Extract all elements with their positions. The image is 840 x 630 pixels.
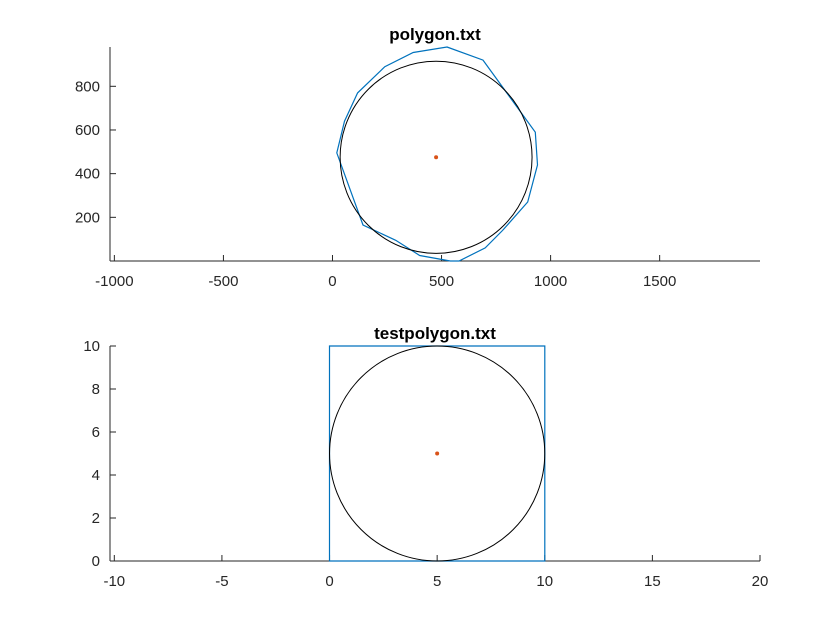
x-tick-label: -10 [103,573,125,590]
y-tick-label: 10 [83,338,100,355]
chart-title: polygon.txt [389,25,481,44]
x-tick-label: 15 [644,573,661,590]
inscribed-circle [339,60,533,254]
y-tick-label: 200 [75,209,100,226]
y-tick-label: 600 [75,122,100,139]
x-tick-label: -5 [215,573,228,590]
y-tick-label: 8 [92,381,100,398]
plot-area-polygon: -1000 -500 0 500 1000 1500 200 400 600 800 [75,46,760,290]
x-tick-label: 1000 [534,273,567,290]
y-tick-label: 2 [92,510,100,527]
center-point [435,451,440,456]
x-tick-label: -1000 [95,273,133,290]
x-tick-label: -500 [208,273,238,290]
x-tick-label: 0 [325,573,333,590]
y-tick-label: 400 [75,166,100,183]
inscribed-circle [329,345,546,562]
y-tick-label: 4 [92,467,100,484]
chart-testpolygon: testpolygon.txt -10 -5 0 5 10 15 20 0 2 4 6 8 10 [83,324,768,590]
polygon-line [328,345,546,562]
plot-area-testpolygon: -10 -5 0 5 10 15 20 0 2 4 6 8 10 [83,338,768,590]
polygon-line [336,46,539,262]
x-tick-label: 0 [328,273,336,290]
y-tick-label: 0 [92,553,100,570]
x-tick-label: 10 [536,573,553,590]
y-tick-label: 800 [75,78,100,95]
x-tick-label: 500 [429,273,454,290]
y-tick-label: 6 [92,424,100,441]
chart-title: testpolygon.txt [374,324,496,343]
x-tick-label: 1500 [643,273,676,290]
x-tick-label: 5 [433,573,441,590]
center-point [434,155,439,160]
x-tick-label: 20 [752,573,769,590]
chart-polygon: polygon.txt -1000 -500 0 500 1000 1500 200 400 6… [75,25,760,290]
